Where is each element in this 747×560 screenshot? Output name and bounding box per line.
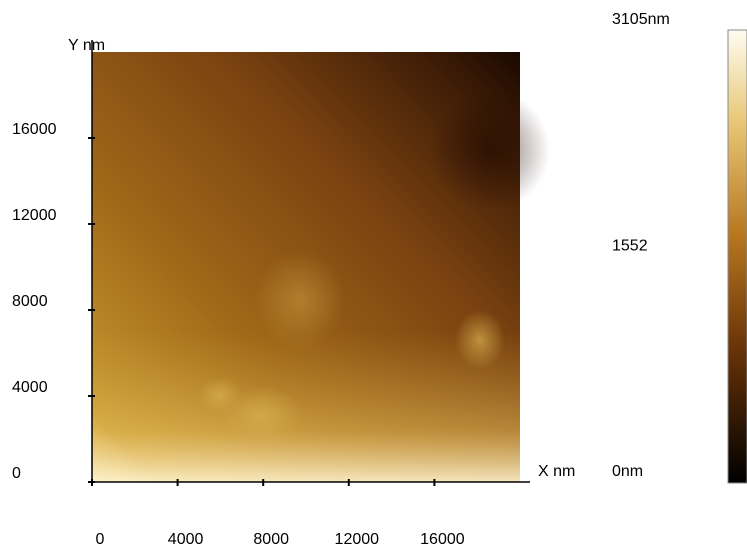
x-tick-label: 12000	[335, 531, 380, 548]
colorbar-tick-label: 0nm	[612, 463, 643, 480]
y-axis-label: Y nm	[68, 37, 105, 54]
x-axis-label: X nm	[538, 463, 575, 480]
colorbar-tick-label: 3105nm	[612, 11, 670, 28]
y-tick-label: 4000	[12, 379, 48, 396]
colorbar	[727, 29, 747, 484]
y-tick-label: 16000	[12, 121, 57, 138]
x-tick-label: 0	[96, 531, 105, 548]
x-tick-label: 8000	[253, 531, 289, 548]
y-tick-label: 0	[12, 465, 21, 482]
x-tick-label: 4000	[168, 531, 204, 548]
y-tick-label: 12000	[12, 207, 57, 224]
colorbar-tick-label: 1552	[612, 237, 648, 254]
y-tick-label: 8000	[12, 293, 48, 310]
afm-image	[92, 52, 550, 482]
x-tick-label: 16000	[420, 531, 465, 548]
